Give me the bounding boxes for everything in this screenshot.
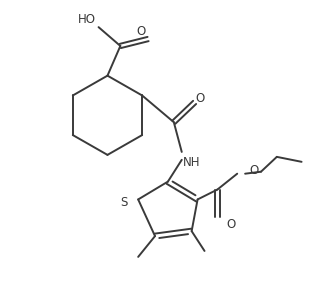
Text: O: O xyxy=(137,25,146,37)
Text: HO: HO xyxy=(78,13,96,26)
Text: O: O xyxy=(227,218,236,231)
Text: O: O xyxy=(195,92,204,105)
Text: O: O xyxy=(249,164,258,177)
Text: NH: NH xyxy=(183,156,200,169)
Text: S: S xyxy=(120,196,127,209)
